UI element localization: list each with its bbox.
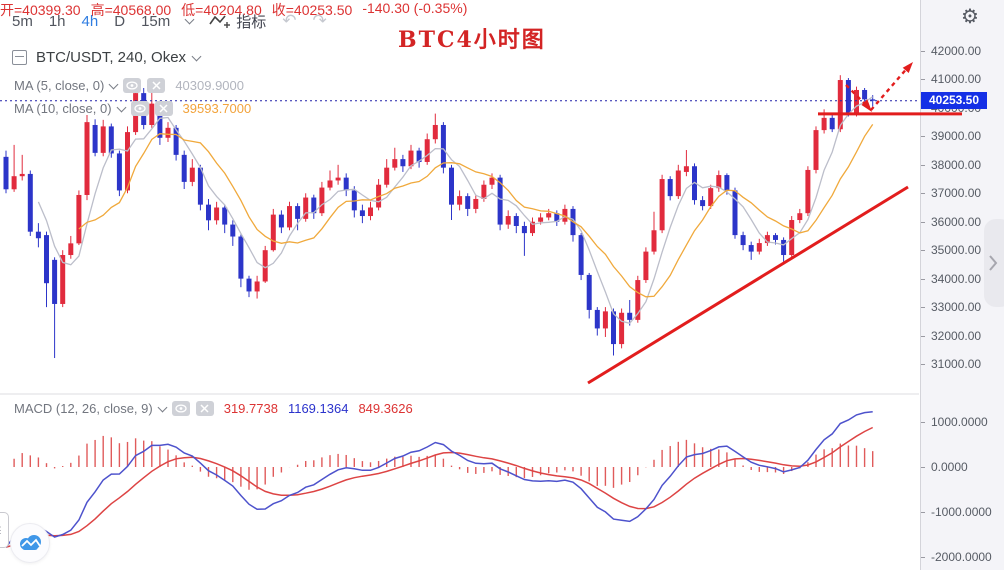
cloud-chart-logo-icon [20, 535, 41, 550]
close-value: 收=40253.50 [271, 2, 353, 18]
platform-logo[interactable] [10, 523, 50, 563]
ma10-visibility-toggle[interactable] [130, 101, 149, 116]
chevron-down-icon[interactable] [116, 102, 126, 112]
axis-label: -2000.0000 [931, 550, 992, 564]
ma10-label[interactable]: MA (10, close, 0) [14, 101, 112, 116]
macd-dif-value: 1169.1364 [287, 401, 349, 416]
axis-tick-mark [921, 51, 925, 52]
ma5-value: 40309.9000 [175, 78, 244, 93]
collapse-pane-icon[interactable] [12, 50, 27, 65]
ma5-legend-row: MA (5, close, 0) 40309.9000 [14, 78, 244, 93]
macd-hist-value: 319.7738 [223, 401, 278, 416]
indicator-button[interactable]: 指标 [209, 11, 266, 32]
low-value: 低=40204.80 [181, 2, 262, 18]
undo-icon[interactable]: ↶ [282, 11, 297, 31]
ma5-label[interactable]: MA (5, close, 0) [14, 78, 105, 93]
interval-5m[interactable]: 5m [12, 12, 33, 30]
axis-label: 32000.00 [931, 329, 982, 343]
axis-label: 41000.00 [931, 72, 982, 86]
axis-tick-mark [921, 422, 925, 423]
high-value: 高=40568.00 [90, 2, 172, 18]
axis-tick-mark [921, 193, 925, 194]
axis-tick-mark [921, 222, 925, 223]
chart-title: BTC4小时图 [398, 27, 546, 53]
axis-label: 34000.00 [931, 272, 982, 286]
axis-label: 38000.00 [931, 158, 982, 172]
axis-label: 35000.00 [931, 243, 982, 257]
chevron-right-icon [989, 255, 998, 271]
zigzag-indicator-icon [209, 15, 231, 28]
axis-tick-mark [921, 307, 925, 308]
current-price-tag: 40253.50 [921, 92, 987, 109]
axis-label: 36000.00 [931, 215, 982, 229]
interval-switcher: 5m 1h 4h D 15m [12, 13, 170, 30]
chevron-down-icon[interactable] [108, 79, 119, 89]
axis-label: 31000.00 [931, 357, 982, 371]
axis-tick-mark [921, 136, 925, 137]
axis-tick-mark [921, 165, 925, 166]
macd-label[interactable]: MACD (12, 26, close, 9) [14, 401, 153, 416]
interval-1h[interactable]: 1h [48, 12, 66, 30]
macd-visibility-toggle[interactable] [171, 401, 190, 416]
axis-tick-mark [921, 364, 925, 365]
axis-tick-mark [921, 250, 925, 251]
axis-label: 0.0000 [931, 460, 968, 474]
ma5-visibility-toggle[interactable] [123, 78, 142, 93]
indicator-label: 指标 [236, 13, 267, 31]
ma10-remove-button[interactable] [154, 101, 173, 116]
macd-remove-button[interactable] [195, 401, 214, 416]
axis-label: 33000.00 [931, 300, 982, 314]
axis-label: 39000.00 [931, 129, 982, 143]
change-value: -140.30 (-0.35%) [362, 0, 468, 16]
axis-tick-mark [921, 512, 925, 513]
chevron-down-icon[interactable] [191, 51, 202, 61]
axis-tick-mark [921, 557, 925, 558]
redo-icon[interactable]: ↷ [312, 11, 327, 31]
ohlc-row: 开=40399.30 高=40568.00 低=40204.80 收=40253… [0, 0, 1004, 20]
axis-tick-mark [921, 279, 925, 280]
toolbar: 5m 1h 4h D 15m 指标 ↶ ↷ [12, 10, 327, 32]
ma10-legend-row: MA (10, close, 0) 39593.7000 [14, 101, 251, 116]
settings-gear-icon[interactable]: ⚙ [961, 6, 979, 28]
macd-legend-row: MACD (12, 26, close, 9) 319.7738 1169.13… [14, 401, 413, 416]
symbol-label[interactable]: BTC/USDT, 240, Okex [36, 49, 187, 66]
chevron-down-icon[interactable] [184, 14, 195, 25]
axis-label: 42000.00 [931, 44, 982, 58]
axis-tick-mark [921, 336, 925, 337]
panel-collapse-tab[interactable] [984, 219, 1004, 307]
ma5-remove-button[interactable] [147, 78, 166, 93]
macd-dea-value: 849.3626 [358, 401, 413, 416]
open-value: 开=40399.30 [0, 2, 81, 18]
axis-tick-mark [921, 467, 925, 468]
drawing-toolbar-handle[interactable]: ⋮⋮ [0, 512, 9, 548]
interval-D[interactable]: D [114, 12, 126, 30]
axis-label: 1000.0000 [931, 415, 988, 429]
symbol-row: BTC/USDT, 240, Okex [12, 49, 202, 66]
interval-4h[interactable]: 4h [81, 12, 99, 30]
interval-15m[interactable]: 15m [141, 12, 171, 30]
axis-label: 37000.00 [931, 186, 982, 200]
ma10-value: 39593.7000 [182, 101, 252, 116]
axis-label: -1000.0000 [931, 505, 992, 519]
chevron-down-icon[interactable] [157, 402, 168, 412]
axis-tick-mark [921, 79, 925, 80]
